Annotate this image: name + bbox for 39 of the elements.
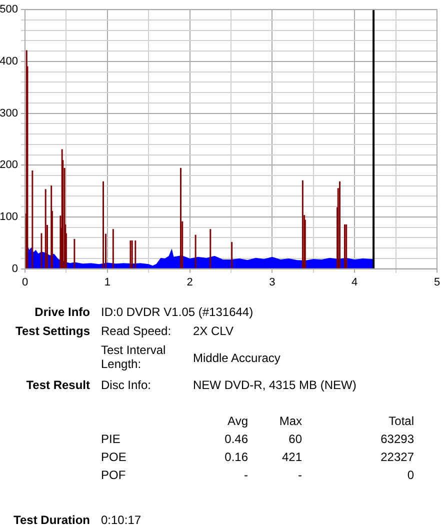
x-tick-label: 1: [104, 276, 110, 288]
text: 0: [406, 468, 414, 482]
text: ID:0 DVDR V1.05 (#131644): [101, 305, 254, 319]
text: 0:10:17: [101, 513, 142, 527]
text: 22327: [380, 450, 414, 464]
text: Middle Accuracy: [193, 351, 280, 365]
text: 0.16: [224, 450, 248, 464]
x-tick-label: 0: [22, 276, 28, 288]
x-tick-label: 4: [352, 276, 358, 288]
y-tick-label: 300: [0, 107, 18, 120]
text: Drive Info: [34, 305, 90, 319]
text: Read Speed:: [101, 324, 172, 338]
y-tick-label: 400: [0, 55, 18, 68]
text: PIE: [101, 432, 120, 446]
text: Test Settings: [14, 324, 90, 338]
text: Disc Info:: [101, 378, 152, 392]
y-tick-label: 500: [0, 4, 18, 16]
text: Max: [278, 414, 302, 428]
x-tick-label: 2: [186, 276, 193, 288]
text: 421: [280, 450, 302, 464]
text: Test Result: [25, 378, 90, 392]
y-tick-label: 0: [12, 262, 18, 275]
text: POE: [101, 450, 126, 464]
text: NEW DVD-R, 4315 MB (NEW): [193, 378, 356, 392]
text: Total: [388, 414, 414, 428]
x-tick-label: 5: [434, 276, 440, 288]
text: 2X CLV: [193, 324, 234, 338]
text: 0.46: [224, 432, 248, 446]
text: Test Interval Length:: [101, 343, 167, 371]
text: -: [297, 468, 302, 482]
text: 63293: [380, 432, 414, 446]
text: Test Duration: [12, 513, 90, 527]
y-tick-label: 100: [0, 210, 18, 223]
text: 60: [288, 432, 302, 446]
text: Avg: [226, 414, 248, 428]
x-tick-label: 3: [269, 276, 276, 288]
text: -: [243, 468, 248, 482]
text: POF: [101, 468, 126, 482]
y-tick-label: 200: [0, 159, 18, 172]
